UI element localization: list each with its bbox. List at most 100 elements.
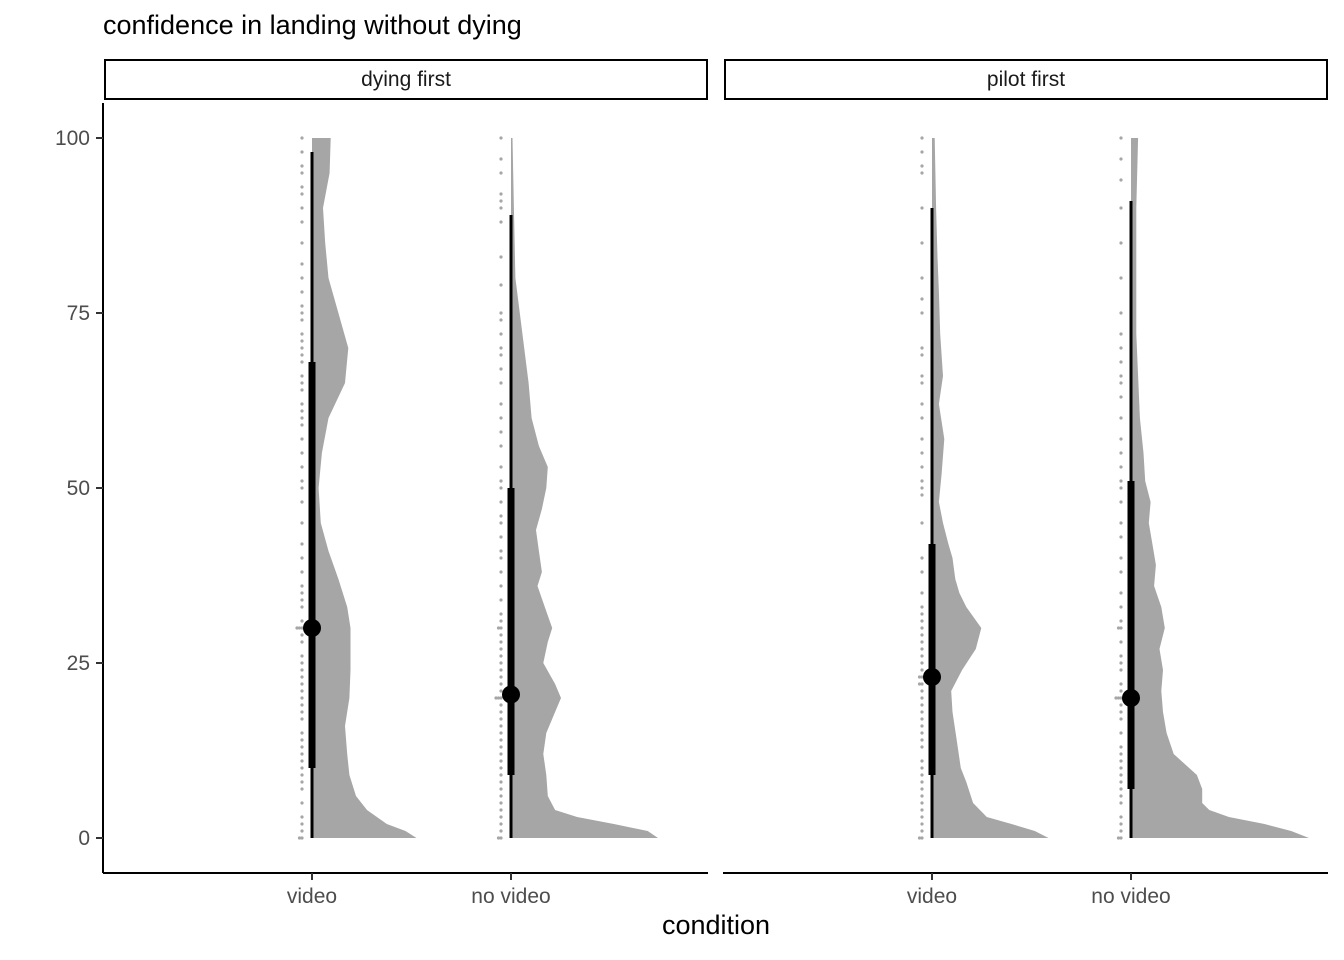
median-point — [303, 619, 321, 637]
data-point — [920, 661, 924, 665]
data-point — [920, 612, 924, 616]
data-point — [920, 437, 924, 441]
data-point — [920, 493, 924, 497]
data-point — [1119, 605, 1123, 609]
data-point — [300, 318, 304, 322]
data-point — [499, 738, 503, 742]
y-tick-label: 75 — [67, 302, 90, 325]
data-point — [300, 731, 304, 735]
data-point — [300, 150, 304, 154]
data-point — [300, 752, 304, 756]
data-point — [300, 416, 304, 420]
data-point — [499, 353, 503, 357]
data-point — [1119, 381, 1123, 385]
data-point — [920, 654, 924, 658]
data-point — [499, 157, 503, 161]
data-point — [499, 626, 503, 630]
data-point — [499, 668, 503, 672]
data-point — [499, 815, 503, 819]
data-point — [920, 521, 924, 525]
data-point — [499, 584, 503, 588]
data-point — [300, 402, 304, 406]
data-point — [300, 780, 304, 784]
y-tick-label: 25 — [67, 652, 90, 675]
data-point — [499, 752, 503, 756]
data-point — [920, 136, 924, 140]
data-point — [300, 654, 304, 658]
data-point — [920, 591, 924, 595]
data-point — [920, 619, 924, 623]
data-point — [1119, 178, 1123, 182]
data-point — [920, 822, 924, 826]
data-point — [1119, 822, 1123, 826]
data-point — [1119, 829, 1123, 833]
data-point — [496, 836, 501, 840]
data-point — [499, 514, 503, 518]
data-point — [499, 598, 503, 602]
data-point — [920, 703, 924, 707]
data-point — [1119, 395, 1123, 399]
data-point — [1119, 696, 1123, 700]
data-point — [917, 682, 922, 686]
data-point — [300, 360, 304, 364]
data-point — [300, 388, 304, 392]
data-point — [499, 612, 503, 616]
data-point — [920, 696, 924, 700]
data-point — [1119, 689, 1123, 693]
data-point — [920, 794, 924, 798]
data-point — [920, 626, 924, 630]
data-point — [499, 570, 503, 574]
data-point — [1119, 437, 1123, 441]
data-point — [300, 696, 304, 700]
data-point — [499, 787, 503, 791]
data-point — [1119, 836, 1123, 840]
data-point — [499, 647, 503, 651]
data-point — [920, 206, 924, 210]
data-point — [300, 710, 304, 714]
data-point — [499, 444, 503, 448]
y-tick-label: 0 — [78, 827, 90, 850]
data-point — [300, 661, 304, 665]
data-point — [920, 724, 924, 728]
data-point — [300, 465, 304, 469]
data-point — [499, 318, 503, 322]
data-point — [300, 262, 304, 266]
data-point — [1119, 136, 1123, 140]
data-point — [920, 150, 924, 154]
data-point — [499, 801, 503, 805]
chart-title: confidence in landing without dying — [103, 10, 522, 40]
data-point — [499, 633, 503, 637]
data-point — [499, 381, 503, 385]
data-point — [300, 437, 304, 441]
data-point — [300, 171, 304, 175]
facet-strip-dying-first: dying first — [104, 59, 708, 100]
data-point — [1119, 332, 1123, 336]
data-point — [499, 402, 503, 406]
data-point — [499, 311, 503, 315]
data-point — [300, 290, 304, 294]
data-point — [920, 402, 924, 406]
data-point — [920, 451, 924, 455]
data-point — [300, 486, 304, 490]
data-point — [1119, 626, 1123, 630]
data-point — [920, 556, 924, 560]
x-tick-label: video — [907, 885, 957, 908]
data-point — [1119, 556, 1123, 560]
data-point — [297, 626, 302, 630]
data-point — [499, 759, 503, 763]
data-point — [499, 192, 503, 196]
data-point — [920, 836, 924, 840]
data-point — [300, 353, 304, 357]
data-point — [499, 640, 503, 644]
data-point — [300, 241, 304, 245]
data-point — [920, 416, 924, 420]
data-point — [1119, 241, 1123, 245]
data-point — [920, 647, 924, 651]
data-point — [499, 479, 503, 483]
data-point — [920, 738, 924, 742]
data-point — [920, 731, 924, 735]
density-half-violin — [1131, 138, 1309, 838]
data-point — [499, 745, 503, 749]
data-point — [1119, 703, 1123, 707]
data-point — [499, 171, 503, 175]
